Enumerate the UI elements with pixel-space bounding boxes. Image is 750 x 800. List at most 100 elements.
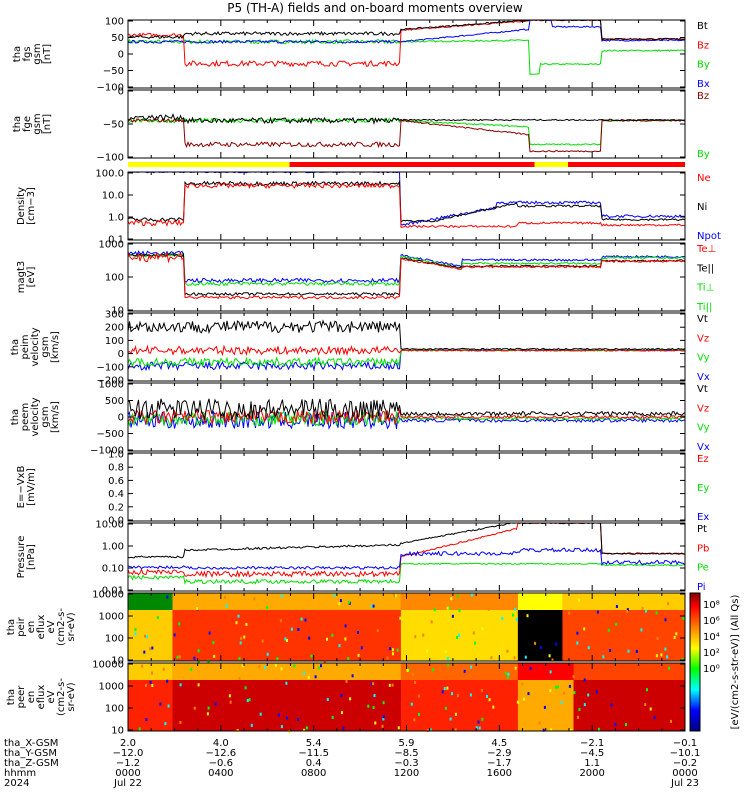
- panel-eflux_e: 10000 1000 100 10 tha peer en eflux eV (cm2-s-sr-…: [6, 660, 686, 737]
- heatmap-cell: [280, 667, 283, 671]
- heatmap-cell: [179, 721, 182, 724]
- series-line-vi-1: [128, 349, 685, 368]
- heatmap-cell: [568, 611, 571, 615]
- time-axis-value: −2.1: [580, 738, 604, 749]
- series-line-density-0: [128, 172, 685, 226]
- panel-frame: [127, 242, 686, 312]
- heatmap-cell: [293, 664, 296, 668]
- heatmap-cell: [515, 617, 518, 621]
- heatmap-cell: [207, 706, 210, 710]
- y-tick-label: 100: [105, 273, 124, 284]
- heatmap-cell: [555, 642, 558, 646]
- legend-label: Ez: [697, 454, 709, 465]
- heatmap-cell: [682, 616, 685, 620]
- heatmap-band: [172, 680, 401, 731]
- heatmap-cell: [141, 664, 144, 668]
- heatmap-cell: [513, 656, 516, 660]
- heatmap-cell: [143, 650, 146, 654]
- legend-label: Te⊥: [696, 244, 716, 255]
- heatmap-cell: [656, 637, 659, 640]
- heatmap-cell: [305, 726, 308, 730]
- heatmap-cell: [534, 641, 537, 645]
- y-axis-title: Pressure: [16, 536, 27, 579]
- heatmap-cell: [333, 594, 336, 598]
- y-axis-title: sr-eV): [66, 682, 77, 711]
- time-axis-row-label: tha_Y-GSM: [4, 748, 57, 759]
- heatmap-cell: [418, 694, 421, 698]
- heatmap-cell: [391, 648, 394, 652]
- panel-fgs: 100 50 0 −50 −100 tha fgs gsm [nT] Bt Bz By Bx: [12, 17, 710, 94]
- heatmap-cell: [655, 611, 658, 615]
- y-tick-label: 0.10: [102, 564, 124, 575]
- heatmap-cell: [167, 704, 170, 708]
- heatmap-cell: [197, 683, 200, 687]
- y-axis-title: peer: [16, 685, 27, 709]
- y-tick-label: 10: [111, 656, 124, 667]
- heatmap-cell: [430, 620, 433, 624]
- heatmap-cell: [213, 654, 216, 658]
- heatmap-cell: [286, 716, 289, 720]
- time-axis-row-label: 2024: [4, 778, 29, 789]
- time-axis-value: −12.6: [206, 748, 237, 759]
- heatmap-cell: [276, 657, 279, 661]
- heatmap-cell: [501, 616, 504, 620]
- region-bar-magnetosphere: [568, 162, 685, 167]
- legend-label: Ti||: [696, 302, 712, 313]
- y-axis-title: (cm2-s-: [56, 608, 67, 646]
- heatmap-cell: [526, 614, 529, 618]
- heatmap-cell: [446, 656, 449, 660]
- heatmap-cell: [159, 702, 162, 706]
- y-tick-label: 0.01: [102, 586, 124, 597]
- heatmap-cell: [641, 606, 644, 610]
- heatmap-cell: [345, 679, 348, 683]
- heatmap-cell: [367, 704, 370, 708]
- heatmap-cell: [512, 613, 514, 617]
- region-bar: [128, 162, 685, 167]
- heatmap-cell: [455, 712, 457, 716]
- time-axis-value: −11.5: [298, 748, 329, 759]
- heatmap-cell: [284, 637, 287, 641]
- heatmap-cell: [399, 616, 402, 620]
- y-axis-title: fge: [22, 116, 33, 132]
- colorbar-tick-label: 10⁰: [703, 664, 720, 675]
- heatmap-cell: [527, 692, 530, 696]
- time-axis-value: −12.0: [113, 748, 144, 759]
- colorbar: 10⁸ 10⁶ 10⁴ 10² 10⁰ [eV/(cm2-s-str-eV)] (All …: [689, 592, 741, 732]
- heatmap-cell: [542, 728, 545, 732]
- heatmap-cell: [444, 706, 447, 710]
- series-line-fge-2: [128, 113, 685, 126]
- y-axis-title: (cm2-s-: [56, 678, 67, 716]
- y-tick-label: 1000: [99, 682, 124, 693]
- region-bar-magnetosphere: [289, 162, 535, 167]
- y-axis-title: gsm: [32, 43, 43, 64]
- heatmap-cell: [481, 627, 484, 631]
- heatmap-band-high: [128, 593, 173, 610]
- region-bar-solarwind: [128, 162, 290, 167]
- legend-label: Ex: [697, 512, 709, 523]
- heatmap-cell: [583, 627, 586, 631]
- heatmap-cell: [331, 715, 334, 719]
- heatmap-cell: [664, 618, 667, 622]
- heatmap-cell: [388, 683, 391, 687]
- heatmap-cell: [471, 593, 473, 597]
- y-tick-label: 0.0: [108, 516, 124, 527]
- y-axis-title: [nPa]: [26, 544, 37, 570]
- colorbar-tick-label: 10⁴: [703, 632, 720, 643]
- heatmap-cell: [576, 641, 579, 645]
- heatmap-cell: [386, 656, 389, 660]
- series-line-vi-3: [128, 319, 685, 351]
- heatmap-cell: [280, 725, 283, 729]
- y-tick-label: 1000: [99, 240, 124, 251]
- legend-label: Vy: [697, 353, 710, 364]
- heatmap-cell: [597, 727, 600, 731]
- time-axis-value: 0.4: [306, 758, 322, 769]
- heatmap-cell: [323, 660, 326, 664]
- heatmap-cell: [357, 631, 359, 634]
- time-axis-value: −2.9: [487, 748, 511, 759]
- heatmap-cell: [474, 641, 476, 645]
- series-line-fge-1: [128, 118, 685, 153]
- legend-label: By: [697, 149, 710, 160]
- heatmap-band: [517, 610, 563, 661]
- heatmap-cell: [372, 604, 375, 608]
- heatmap-cell: [516, 700, 519, 704]
